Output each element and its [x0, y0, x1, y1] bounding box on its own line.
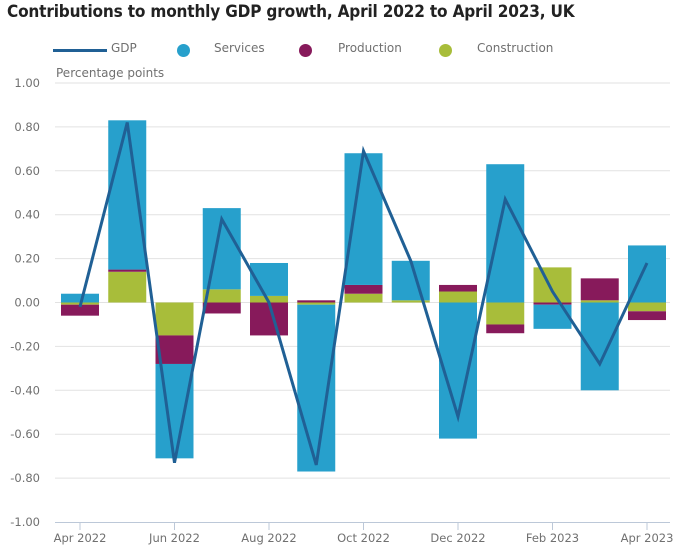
bar-construction-jan-2023[interactable] — [486, 302, 525, 325]
bar-construction-feb-2023[interactable] — [533, 267, 572, 303]
bar-construction-aug-2022[interactable] — [250, 295, 288, 303]
y-tick-label: -1.00 — [10, 515, 40, 529]
bar-services-sep-2022[interactable] — [297, 304, 336, 472]
bar-services-nov-2022[interactable] — [391, 260, 430, 301]
bar-construction-dec-2022[interactable] — [439, 291, 477, 303]
bar-construction-jul-2022[interactable] — [202, 289, 241, 303]
legend-label-gdp: GDP — [111, 41, 137, 55]
bar-services-mar-2023[interactable] — [580, 302, 619, 391]
y-tick-label: -0.80 — [10, 471, 40, 485]
y-tick-label: 0.60 — [14, 164, 40, 178]
bar-production-feb-2023[interactable] — [533, 302, 572, 305]
bar-production-mar-2023[interactable] — [580, 278, 619, 301]
legend-label-construction: Construction — [477, 41, 554, 55]
y-tick-label: 1.00 — [14, 76, 40, 90]
bar-construction-jun-2022[interactable] — [155, 302, 194, 336]
bar-production-apr-2022[interactable] — [61, 304, 99, 316]
x-tick-label: Jun 2022 — [148, 531, 200, 545]
y-tick-label: 0.00 — [14, 296, 40, 310]
y-tick-label: -0.40 — [10, 383, 40, 397]
legend-line-icon — [53, 48, 107, 52]
legend-label-production: Production — [338, 41, 402, 55]
bar-production-jan-2023[interactable] — [486, 324, 525, 334]
legend: GDP Services Production Construction — [0, 40, 683, 60]
legend-dot-icon — [299, 43, 312, 57]
bar-services-feb-2023[interactable] — [533, 304, 572, 329]
legend-dot-icon — [439, 43, 452, 57]
y-tick-label: 0.40 — [14, 208, 40, 222]
x-tick-label: Aug 2022 — [241, 531, 296, 545]
bar-construction-sep-2022[interactable] — [297, 302, 336, 305]
x-tick-label: Dec 2022 — [430, 531, 485, 545]
bar-construction-may-2022[interactable] — [108, 271, 147, 303]
bar-services-jan-2023[interactable] — [486, 164, 525, 303]
bar-services-may-2022[interactable] — [108, 120, 147, 270]
y-tick-label: 0.20 — [14, 252, 40, 266]
x-tick-label: Apr 2022 — [54, 531, 107, 545]
y-tick-label: -0.60 — [10, 427, 40, 441]
legend-item-services[interactable] — [177, 40, 190, 60]
legend-label-services: Services — [214, 41, 265, 55]
bar-construction-nov-2022[interactable] — [391, 300, 430, 303]
y-tick-label: -0.20 — [10, 339, 40, 353]
bar-production-jun-2022[interactable] — [155, 335, 194, 364]
legend-item-production[interactable] — [299, 40, 312, 60]
gdp-line-group — [78, 122, 649, 466]
legend-item-construction[interactable] — [439, 40, 452, 60]
bar-production-dec-2022[interactable] — [439, 284, 477, 292]
bar-production-jul-2022[interactable] — [202, 302, 241, 314]
x-tick-label: Oct 2022 — [337, 531, 390, 545]
bar-production-sep-2022[interactable] — [297, 300, 336, 303]
bar-production-may-2022[interactable] — [108, 269, 147, 272]
bar-construction-oct-2022[interactable] — [344, 293, 383, 303]
bar-construction-mar-2023[interactable] — [580, 300, 619, 303]
y-axis-ticks: 1.00 0.80 0.60 0.40 0.20 0.00 -0.20 -0.40 -0.60 -… — [10, 76, 40, 529]
x-tick-label: Apr 2023 — [621, 531, 674, 545]
bar-construction-apr-2023[interactable] — [628, 302, 666, 312]
legend-dot-icon — [177, 43, 190, 57]
legend-item-gdp[interactable] — [53, 40, 107, 60]
y-tick-label: 0.80 — [14, 120, 40, 134]
bar-services-oct-2022[interactable] — [344, 153, 383, 285]
bar-production-apr-2023[interactable] — [628, 311, 666, 321]
x-tick-label: Feb 2023 — [526, 531, 579, 545]
bar-production-oct-2022[interactable] — [344, 284, 383, 294]
bar-services-jun-2022[interactable] — [155, 363, 194, 459]
x-axis: Apr 2022 Jun 2022 Aug 2022 Oct 2022 Dec 2022… — [54, 522, 674, 545]
bar-services-apr-2022[interactable] — [61, 293, 99, 303]
bar-production-aug-2022[interactable] — [250, 302, 288, 336]
chart-title: Contributions to monthly GDP growth, Apr… — [7, 2, 575, 21]
y-axis-label: Percentage points — [56, 66, 165, 80]
